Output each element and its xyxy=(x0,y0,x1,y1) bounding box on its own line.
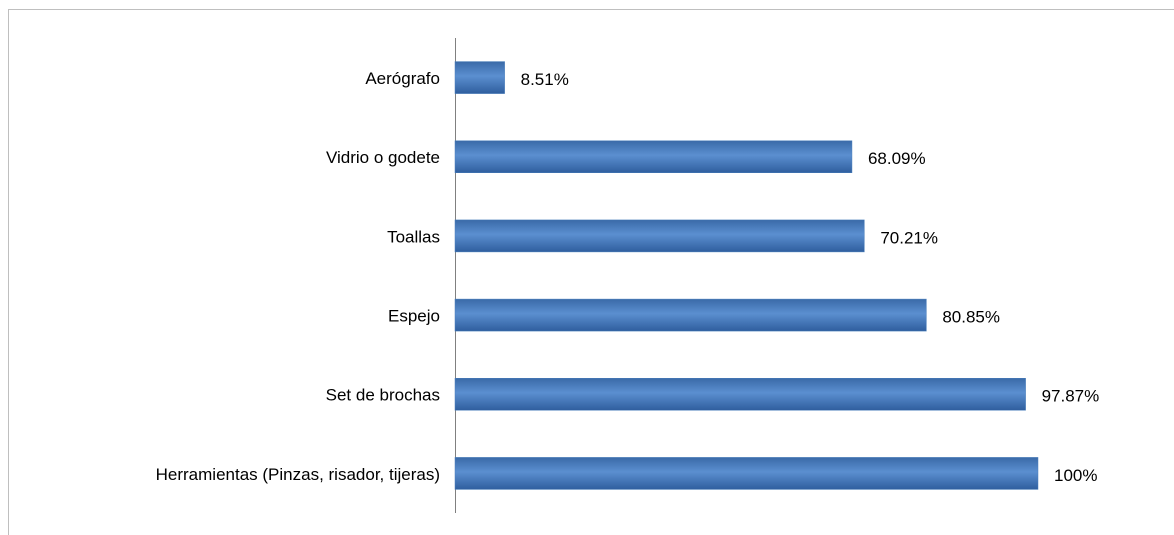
y-tick-label: Aerógrafo xyxy=(365,69,440,88)
y-tick-label: Vidrio o godete xyxy=(326,148,440,167)
value-label: 68.09% xyxy=(868,149,926,168)
value-label: 100% xyxy=(1054,466,1097,485)
bar xyxy=(454,61,505,94)
bar xyxy=(454,298,927,332)
y-tick-label: Herramientas (Pinzas, risador, tijeras) xyxy=(156,465,440,484)
y-tick-label: Set de brochas xyxy=(326,386,440,405)
bar xyxy=(454,219,865,253)
value-label: 8.51% xyxy=(521,70,569,89)
bar xyxy=(454,378,1026,411)
value-label: 70.21% xyxy=(880,228,938,247)
bar xyxy=(454,457,1039,490)
value-label: 97.87% xyxy=(1042,387,1100,406)
bar xyxy=(454,140,853,173)
y-tick-label: Espejo xyxy=(388,307,440,326)
value-label: 80.85% xyxy=(942,308,1000,327)
y-tick-label: Toallas xyxy=(387,227,440,246)
